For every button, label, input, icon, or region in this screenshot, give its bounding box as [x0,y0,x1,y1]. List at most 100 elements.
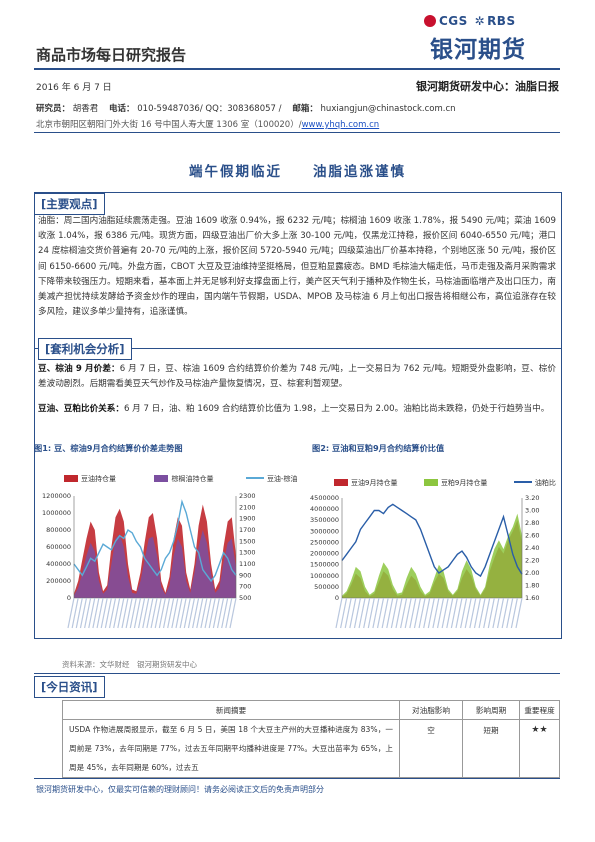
headline: 端午假期临近 油脂追涨谨慎 [189,164,406,180]
fig2-chart: 4500000 4000000 3500000 3000000 2500000 20000… [310,494,539,629]
research-center: 银河期货研发中心：油脂日报 [416,80,559,93]
address-line: 北京市朝阳区朝阳门外大街 16 号中国人寿大厦 1306 室（100020）/w… [36,118,379,130]
x-tick-mark [133,597,142,629]
x-tick-mark [200,597,208,629]
x-tick-mark [208,597,216,629]
report-title: 商品市场每日研究报告 [36,46,187,64]
x-tick-mark [367,597,375,629]
x-tick-mark [117,597,125,629]
y2-tick-label: 2100 [239,503,256,511]
x-tick-mark [175,597,183,629]
x-tick-mark [441,597,449,629]
y2-tick-label: 3.00 [525,507,539,515]
email-label: 邮箱： [292,104,318,114]
x-tick-mark [167,597,175,629]
x-tick-mark [478,597,486,629]
y-tick-label: 2000000 [310,550,339,558]
x-tick-mark [483,597,491,629]
x-tick-mark [409,597,417,629]
area-series-2 [74,530,236,598]
x-tick-mark [154,597,162,629]
y2-tick-label: 2.80 [525,519,539,527]
y2-tick-label: 1900 [239,515,256,523]
x-tick-mark [138,597,146,629]
main-view-text: 油脂：周二国内油脂延续震荡走强。豆油 1609 收涨 0.94%，报 6232 … [38,216,556,318]
fig1-caption: 图1: 豆、棕油9月合约结算价价差走势图 [34,443,183,453]
arbitrage-text-1: 6 月 7 日，豆、棕油 1609 合约结算价价差为 748 元/吨，上一交易日… [38,364,556,390]
x-tick-mark [473,597,482,629]
x-tick-mark [381,597,389,629]
arbitrage-paragraph-2: 豆油、豆粕比价关系：6 月 7 日，油、粕 1609 合约结算价比值为 1.98… [38,402,556,417]
x-tick-mark [487,597,495,629]
x-tick-mark [349,597,357,629]
email-value[interactable]: huxiangjun@chinastock.com.cn [320,104,456,114]
x-tick-mark [446,597,454,629]
x-tick-mark [96,597,104,629]
col-impact: 对油脂影响 [399,700,463,720]
x-tick-mark [229,597,237,629]
x-tick-mark [427,597,435,629]
y-tick-label: 600000 [46,543,71,551]
y-tick-label: 0 [67,594,71,602]
website-link[interactable]: www.yhqh.com.cn [301,120,380,130]
y2-tick-label: 1.80 [525,582,539,590]
x-tick-mark [358,597,366,629]
line-series [73,499,237,583]
researcher-label: 研究员： [36,104,71,114]
fig2-legend-swatch-3 [513,481,532,483]
x-tick-mark [183,597,191,629]
researcher-name: 胡香君 [72,104,99,114]
x-tick-mark [196,597,204,629]
news-table: 新闻摘要 对油脂影响 影响周期 重要程度 USDA 作物进展周报显示，截至 6 … [62,700,560,778]
fig2-legend-3: 油粕比 [534,479,556,487]
x-tick-mark [67,597,75,629]
y-tick-label: 800000 [46,526,71,534]
y2-tick-label: 1300 [239,549,256,557]
cgs-logo-icon [424,15,436,27]
fig1-legend-2: 棕榈油持仓量 [171,475,214,483]
arbitrage-frame [34,348,562,639]
fig1-legend-3: 豆油-棕油 [266,475,298,483]
fig1-legend-swatch-1 [64,475,78,482]
area-series-2 [342,513,522,598]
x-tick-mark [450,597,458,629]
x-tick-mark [353,597,362,629]
x-tick-mark [171,597,179,629]
arbitrage-text-2: 6 月 7 日，油、粕 1609 合约结算价比值为 1.98，上一交易日为 2.… [123,404,550,414]
col-summary: 新闻摘要 [62,700,400,720]
x-tick-mark [113,597,121,629]
news-importance: ★★ [519,719,560,778]
x-tick-mark [460,597,468,629]
y2-tick-label: 2300 [239,492,256,500]
y-tick-label: 500000 [314,583,339,591]
y2-tick-label: 1500 [239,537,256,545]
y2-tick-label: 2.60 [525,532,539,540]
logo-rbs: RBS [487,14,516,28]
x-tick-mark [84,597,92,629]
address: 北京市朝阳区朝阳门外大街 16 号中国人寿大厦 1306 室（100020）/ [36,120,302,130]
news-table-header: 新闻摘要 对油脂影响 影响周期 重要程度 [62,700,560,720]
y2-tick-label: 500 [239,594,251,602]
y2-tick-label: 1700 [239,526,256,534]
arbitrage-paragraph-1: 豆、棕油 9 月价差：6 月 7 日，豆、棕油 1609 合约结算价价差为 74… [38,362,556,392]
x-tick-mark [363,597,371,629]
x-tick-mark [340,597,348,629]
x-tick-mark [225,597,233,629]
y-tick-label: 1000000 [42,509,71,517]
phone-value: 010-59487036/ QQ：308368057 / [137,104,282,114]
data-source: 资料来源：文华财经 银河期货研发中心 [62,660,197,669]
x-tick-mark [146,597,154,629]
y-tick-label: 1500000 [310,561,339,569]
y2-tick-label: 1100 [239,560,256,568]
x-tick-mark [221,597,229,629]
x-tick-mark [510,597,518,629]
arbitrage-lead-2: 豆油、豆粕比价关系： [38,404,124,414]
x-tick-mark [455,597,463,629]
section-arbitrage-title: [套利机会分析] [38,338,132,360]
fig1-chart: 1200000 1000000 800000 600000 400000 200000 0 2… [42,492,256,629]
table-row: USDA 作物进展周报显示，截至 6 月 5 日，美国 18 个大豆主产州的大豆… [62,719,560,778]
y-tick-label: 0 [335,594,339,602]
x-tick-mark [496,597,505,629]
y2-tick-label: 900 [239,571,251,579]
today-divider [34,673,560,674]
